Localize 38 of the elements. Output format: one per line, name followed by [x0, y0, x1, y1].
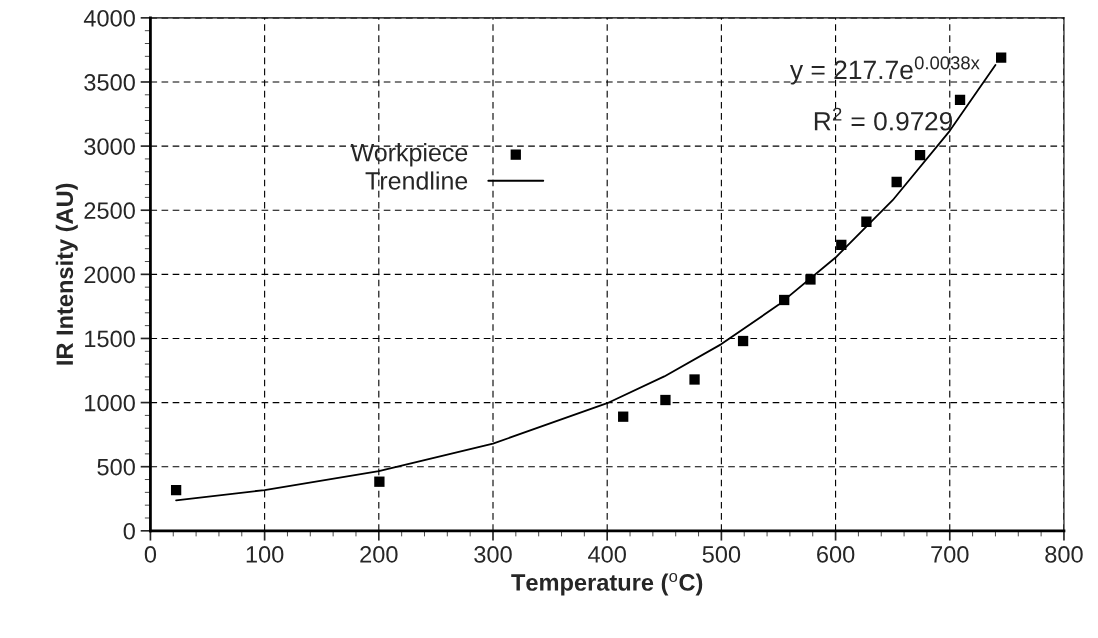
y-tick-label: 500: [97, 458, 135, 476]
y-tick-label: 2000: [84, 266, 135, 284]
y-tick-label: 3500: [84, 74, 135, 91]
point: [914, 149, 926, 161]
x-tick-label: 700: [931, 546, 969, 563]
y-tick-label: 2500: [84, 202, 135, 220]
point: [805, 274, 816, 285]
point: [618, 411, 629, 422]
legend-label: Trendline: [365, 171, 468, 190]
x-tick-label: 200: [360, 546, 398, 563]
y-tick-label: 4000: [83, 9, 135, 27]
point: [737, 335, 749, 347]
point: [660, 394, 671, 406]
y-tick-label: 1000: [85, 394, 135, 412]
annotation: R$^{2}$ = 0.9729: [814, 107, 953, 131]
y-tick-label: 3000: [84, 138, 135, 155]
x-tick-label: 0: [144, 546, 157, 563]
legend-label: Workpiece: [350, 143, 468, 167]
point: [779, 294, 790, 306]
x-tick-label: 500: [702, 546, 741, 563]
x-axis-title: Temperature ($^{o}$C): [511, 572, 703, 596]
y-axis-title: IR Intensity (AU): [55, 183, 78, 365]
point: [374, 476, 385, 487]
point: [836, 239, 847, 250]
point: [954, 94, 966, 106]
x-tick-label: 600: [817, 546, 855, 563]
x-tick-label: 100: [246, 546, 284, 563]
point: [891, 176, 902, 188]
point: [170, 484, 182, 496]
x-tick-label: 300: [474, 546, 512, 563]
point: [861, 216, 872, 227]
x-tick-label: 400: [588, 546, 626, 563]
point: [689, 374, 700, 385]
annotation: y = 217.7e$^{0.0038x}$: [789, 56, 980, 85]
x-tick-label: 800: [1045, 546, 1083, 563]
y-tick-label: 1500: [85, 330, 135, 348]
y-tick-label: 0: [123, 522, 135, 540]
point: [996, 52, 1007, 63]
